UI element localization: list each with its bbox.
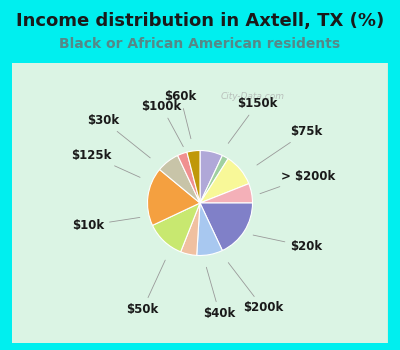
Text: Income distribution in Axtell, TX (%): Income distribution in Axtell, TX (%) [16,12,384,30]
Wedge shape [200,155,228,203]
Wedge shape [200,184,252,203]
Wedge shape [160,155,200,203]
Text: $200k: $200k [228,262,283,315]
Wedge shape [197,203,222,256]
Text: $60k: $60k [164,90,196,139]
Wedge shape [181,203,200,256]
Text: $50k: $50k [126,260,165,316]
Wedge shape [187,150,200,203]
Text: $10k: $10k [72,217,140,232]
Text: $20k: $20k [253,235,322,253]
Text: $75k: $75k [257,125,322,165]
Wedge shape [200,203,252,251]
Text: $30k: $30k [87,114,150,158]
Text: Black or African American residents: Black or African American residents [60,37,340,51]
Wedge shape [152,203,200,252]
Text: $150k: $150k [228,97,278,144]
Wedge shape [148,169,200,225]
Wedge shape [200,150,222,203]
Text: City-Data.com: City-Data.com [221,92,285,101]
Text: $40k: $40k [204,267,236,320]
Text: > $200k: > $200k [260,170,336,194]
Wedge shape [178,152,200,203]
Wedge shape [200,159,249,203]
Text: $125k: $125k [71,149,140,177]
Text: $100k: $100k [141,100,183,147]
